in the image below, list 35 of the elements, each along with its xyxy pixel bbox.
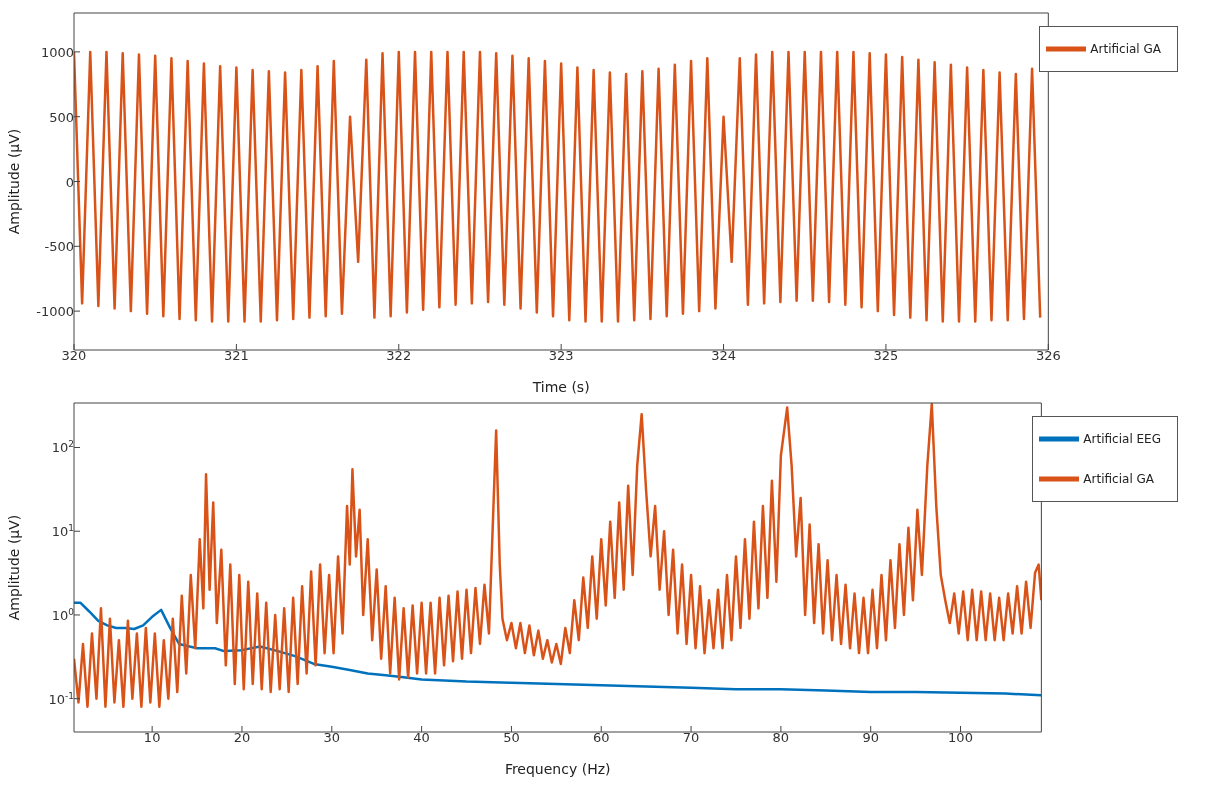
x-tick-label: 10 xyxy=(143,730,161,745)
line-series xyxy=(74,50,1042,323)
y-tick-label: 1000 xyxy=(40,44,74,60)
y-tick-label: 10$^{2}$ xyxy=(51,439,74,456)
x-tick-label: 60 xyxy=(592,730,610,745)
x-tick-label: 321 xyxy=(223,348,249,363)
y-tick-label: -1000 xyxy=(36,304,74,320)
y-tick-label: -500 xyxy=(44,239,74,255)
y-tick-label: 10$^{1}$ xyxy=(51,523,74,540)
y-tick-label: 0 xyxy=(65,174,74,190)
x-tick-label: 30 xyxy=(323,730,341,745)
x-tick-label: 50 xyxy=(503,730,520,745)
x-tick-label: 20 xyxy=(233,730,251,745)
x-tick-label: 70 xyxy=(682,730,700,745)
x-axis-title: Frequency (Hz) xyxy=(504,761,611,777)
x-axis-title: Time (s) xyxy=(531,379,590,395)
x-tick-label: 80 xyxy=(772,730,790,745)
x-tick-label: 323 xyxy=(548,348,574,363)
x-tick-label: 326 xyxy=(1035,348,1061,363)
y-tick-label: 10$^{0}$ xyxy=(51,606,75,623)
x-tick-label: 100 xyxy=(948,730,973,745)
x-tick-label: 325 xyxy=(873,348,899,363)
x-tick-label: 320 xyxy=(61,348,87,363)
x-tick-label: 324 xyxy=(711,348,736,363)
y-axis-title: Amplitude (µV) xyxy=(5,128,22,235)
legend-label: Artificial EEG xyxy=(1083,431,1161,446)
legend-label: Artificial GA xyxy=(1090,41,1161,56)
y-axis-title: Amplitude (µV) xyxy=(5,514,22,621)
x-tick-label: 40 xyxy=(413,730,430,745)
y-tick-label: 500 xyxy=(49,109,74,125)
x-tick-label: 322 xyxy=(386,348,412,363)
legend-label: Artificial GA xyxy=(1083,471,1155,486)
line-series xyxy=(74,601,1042,697)
y-tick-label: 10$^{-1}$ xyxy=(48,690,74,707)
x-tick-label: 90 xyxy=(862,730,879,745)
